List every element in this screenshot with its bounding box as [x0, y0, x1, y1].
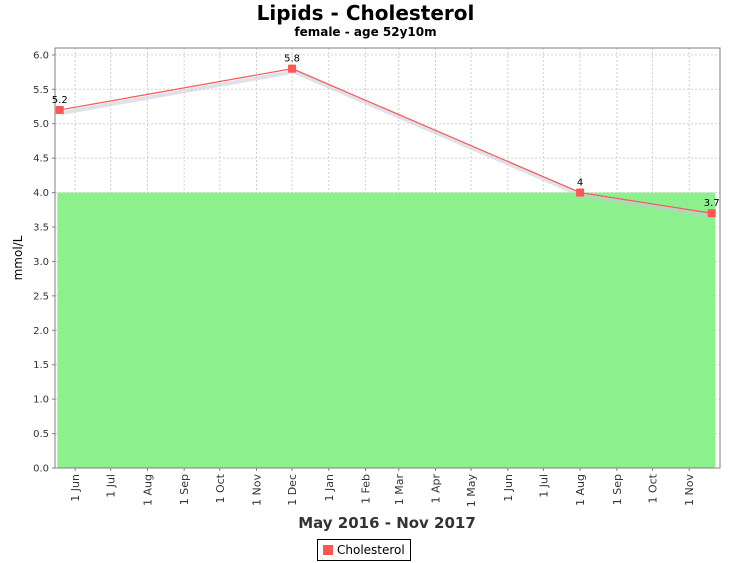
x-tick-label: 1 Mar: [393, 474, 406, 506]
x-axis-label: May 2016 - Nov 2017: [298, 514, 476, 532]
x-tick-label: 1 Nov: [251, 474, 264, 506]
y-tick-label: 5.0: [33, 119, 49, 130]
target-range: [57, 192, 716, 469]
x-tick-label: 1 Aug: [141, 474, 154, 506]
x-tick-label: 1 Jun: [502, 474, 515, 502]
x-tick-label: 1 Nov: [683, 474, 696, 506]
chart-title: Lipids - Cholesterol: [256, 1, 475, 25]
x-tick-label: 1 Oct: [646, 473, 659, 503]
y-tick-label: 1.5: [33, 360, 49, 371]
x-tick-label: 1 Jul: [537, 474, 550, 498]
data-point-marker: [288, 64, 297, 73]
x-tick-label: 1 Jan: [323, 474, 336, 501]
y-tick-label: 4.0: [33, 188, 49, 199]
y-tick-label: 0.5: [33, 429, 49, 440]
x-tick-label: 1 Oct: [214, 473, 227, 503]
y-tick-label: 5.5: [33, 85, 49, 96]
x-tick-label: 1 May: [465, 474, 478, 508]
y-tick-label: 2.5: [33, 291, 49, 302]
y-tick-label: 3.0: [33, 257, 49, 268]
chart-subtitle: female - age 52y10m: [294, 25, 437, 39]
x-tick-label: 1 Apr: [430, 474, 443, 504]
x-tick-label: 1 Sep: [611, 474, 624, 505]
data-label: 5.2: [52, 95, 68, 106]
legend-swatch-cholesterol: [323, 545, 333, 555]
data-point-marker: [576, 188, 585, 197]
data-label: 3.7: [704, 198, 720, 209]
x-tick-label: 1 Jun: [69, 474, 82, 502]
y-tick-label: 2.0: [33, 326, 49, 337]
y-tick-label: 4.5: [33, 154, 49, 165]
y-tick-label: 1.0: [33, 395, 49, 406]
data-point-marker: [55, 105, 64, 114]
series-line-cholesterol: [59, 68, 712, 214]
series-line-shadow: [61, 69, 715, 219]
series-layer: 5.2 5.8 4 3.7: [52, 54, 720, 219]
x-tick-label: 1 Sep: [178, 474, 191, 505]
data-label: 5.8: [284, 54, 300, 65]
x-tick-label: 1 Jul: [105, 474, 118, 498]
y-tick-label: 3.5: [33, 223, 49, 234]
data-label: 4: [577, 178, 583, 189]
legend: Cholesterol: [317, 539, 411, 561]
legend-label-cholesterol: Cholesterol: [337, 543, 405, 557]
y-tick-label: 0.0: [33, 464, 49, 475]
x-tick-label: 1 Dec: [286, 474, 299, 506]
y-tick-label: 6.0: [33, 50, 49, 61]
y-axis-label: mmol/L: [11, 235, 25, 280]
axes: 0.0 0.5 1.0 1.5 2.0 2.5 3.0 3.5 4.0 4.5 5.0 5.5 6.0 1…: [33, 47, 721, 508]
plot-border: [54, 47, 721, 469]
x-tick-label: 1 Feb: [360, 474, 373, 504]
target-range-band: [57, 192, 716, 469]
data-point-marker: [707, 209, 716, 218]
x-tick-label: 1 Aug: [574, 474, 587, 506]
